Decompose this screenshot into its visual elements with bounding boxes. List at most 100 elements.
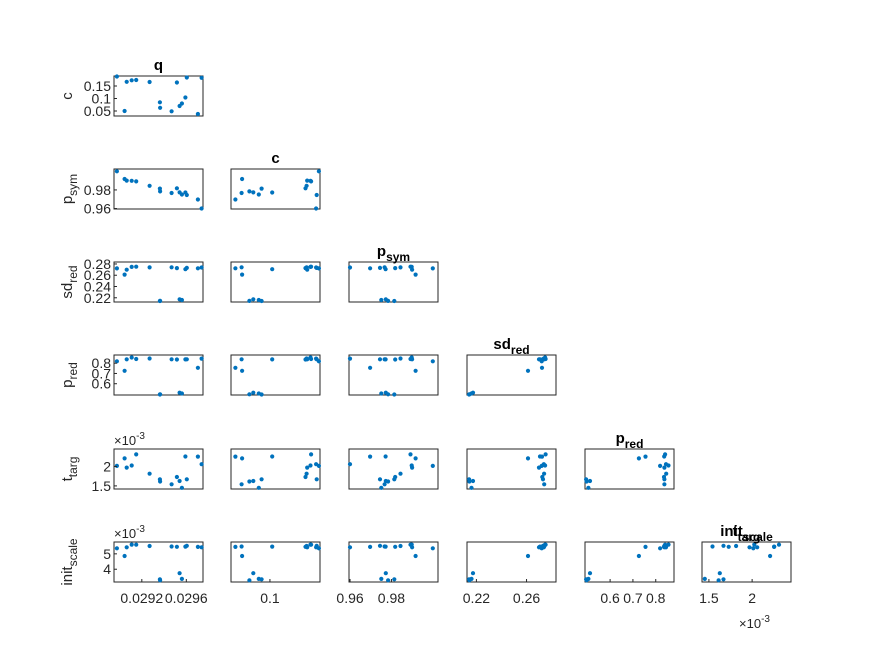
data-point [124,465,129,470]
data-point [643,544,648,550]
data-point [147,471,152,476]
data-point [368,544,373,550]
data-point [710,544,715,549]
data-point [124,357,129,362]
panel-c-vs-q [113,74,204,117]
y-axis-label-t_targ: ttarg [59,457,80,482]
data-point [393,357,398,362]
data-point [726,544,731,549]
label-base: q [154,57,163,74]
panel-title-q: q [154,57,163,74]
label-base: init [59,566,76,586]
data-point [158,189,163,194]
data-point [664,471,669,476]
data-point [122,272,127,277]
label-base: p [616,430,625,447]
data-point [470,571,476,576]
data-point [392,298,397,304]
data-point [316,169,321,174]
x-tick-label: 0.8 [646,590,666,606]
data-point [304,356,309,361]
data-point [199,462,204,467]
panel-sd_red-vs-p_sym [347,261,439,304]
x-ticks-col-2: 0.1 [260,579,280,606]
y-axis-label-sd_red: sdred [59,265,80,298]
panel-t_targ-vs-p_sym [347,448,439,490]
data-point [270,190,275,195]
data-point [174,357,179,362]
x-tick-label: 0.96 [336,590,363,606]
data-point [541,462,546,467]
data-point [408,264,413,269]
data-point [314,265,319,270]
data-point [177,390,182,395]
data-point [383,454,388,459]
data-point [393,266,398,271]
panel-frame [113,75,204,117]
panel-frame [230,261,321,303]
data-point [129,542,134,547]
data-point [158,392,163,397]
data-point [430,546,435,551]
data-point [747,545,752,550]
data-point [539,365,545,370]
panel-initscale-vs-p_sym [347,541,439,583]
label-subscript: scale [66,538,80,566]
x-exponent-label: ×10-3 [739,614,770,631]
data-point [158,479,163,484]
data-point [525,368,531,373]
data-point [776,542,782,547]
y-ticks-row-1: 0.050.10.15 [84,78,117,119]
data-point [114,169,119,174]
data-point [158,105,163,110]
data-point [122,108,127,114]
y-tick-label: 4 [103,561,111,577]
data-point [525,553,531,559]
label-subscript: sym [66,174,80,196]
data-point [199,206,204,211]
data-point [772,544,777,550]
panel-frame [348,354,439,396]
y-ticks-row-5: 1.52 [92,458,117,494]
data-point [122,456,127,461]
x-tick-label: 0.0292 [120,590,163,606]
data-point [179,576,184,582]
data-point [239,265,244,270]
data-point [174,80,179,85]
label-subscript: red [511,343,530,357]
panel-p_sym-vs-q [113,168,204,211]
data-point [134,264,139,269]
data-point [377,477,383,482]
data-point [716,578,721,583]
data-point [129,355,134,360]
data-point [308,463,313,468]
data-point [158,298,163,303]
label-base: sd [59,283,76,299]
panel-frame [230,168,321,210]
data-point [386,392,391,397]
data-point [386,479,391,484]
data-point [134,179,139,184]
panel-title-p_red: pred [616,430,644,451]
data-point [129,178,134,183]
data-point [199,356,204,361]
data-point [536,357,542,362]
data-point [702,576,707,582]
data-point [540,474,545,480]
data-point [114,359,119,364]
x-ticks-col-3: 0.96 0.98 [336,579,405,606]
x-tick-label: 0.22 [463,590,490,606]
data-point [251,571,256,576]
data-point [240,456,245,461]
data-point [195,365,200,370]
data-point [467,578,472,583]
panel-initscale-vs-q [113,541,204,583]
data-point [430,463,435,468]
panel-title-c: c [271,150,279,167]
label-base: init [720,523,743,540]
data-point [398,265,403,270]
data-point [386,298,391,303]
panel-frame [230,354,321,396]
panel-initscale-vs-c [230,541,321,583]
x-tick-label: 0.26 [513,590,540,606]
